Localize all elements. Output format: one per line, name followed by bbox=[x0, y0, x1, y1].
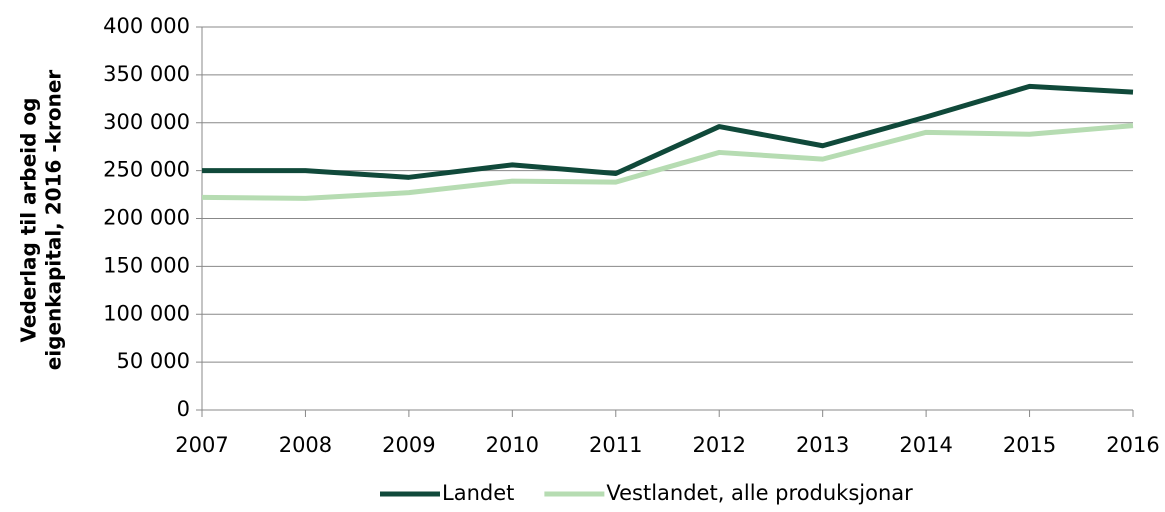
x-tick-label: 2014 bbox=[899, 433, 952, 457]
x-tick-label: 2015 bbox=[1003, 433, 1056, 457]
legend-label: Landet bbox=[442, 481, 514, 505]
y-tick-label: 250 000 bbox=[103, 158, 190, 182]
y-tick-label: 0 bbox=[177, 397, 190, 421]
x-tick-label: 2012 bbox=[692, 433, 745, 457]
y-axis-title: Vederlag til arbeid og eigenkapital, 201… bbox=[17, 70, 66, 371]
x-tick-label: 2013 bbox=[796, 433, 849, 457]
x-tick-label: 2009 bbox=[382, 433, 435, 457]
y-axis-title-line: Vederlag til arbeid og bbox=[17, 98, 41, 343]
y-tick-label: 200 000 bbox=[103, 206, 190, 230]
legend-label: Vestlandet, alle produksjonar bbox=[606, 481, 913, 505]
series-line bbox=[202, 83, 1134, 180]
y-tick-label: 150 000 bbox=[103, 253, 190, 277]
y-tick-label: 300 000 bbox=[103, 110, 190, 134]
y-tick-label: 350 000 bbox=[103, 62, 190, 86]
x-tick-label: 2016 bbox=[1106, 433, 1159, 457]
x-tick-label: 2010 bbox=[486, 433, 539, 457]
x-tick-label: 2008 bbox=[279, 433, 332, 457]
y-tick-label: 400 000 bbox=[103, 14, 190, 38]
x-tick-label: 2007 bbox=[175, 433, 228, 457]
x-tick-label: 2011 bbox=[589, 433, 642, 457]
y-tick-label: 50 000 bbox=[117, 349, 190, 373]
y-axis-title-line: eigenkapital, 2016 -kroner bbox=[42, 70, 66, 371]
series-line bbox=[201, 123, 1134, 201]
y-tick-label: 100 000 bbox=[103, 301, 190, 325]
